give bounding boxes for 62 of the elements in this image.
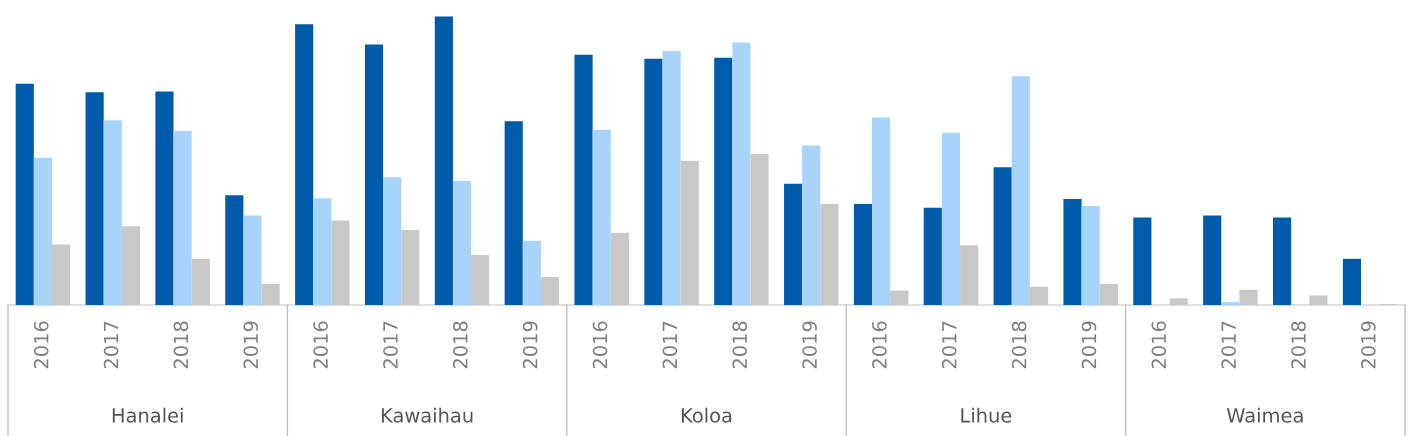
x-tick-label: 2018 [1011,321,1027,369]
x-tick-label: 2019 [522,321,538,369]
bar [504,121,523,305]
bar [714,57,733,305]
x-tick-label: 2017 [662,321,678,369]
bar [155,91,174,305]
bar [243,215,262,305]
bar [941,132,961,305]
bar [452,180,472,305]
bar [1221,302,1240,305]
x-tick-label: 2017 [941,321,957,369]
bar [993,167,1012,305]
bar [1063,199,1082,305]
bar [103,120,122,305]
bar [923,207,942,305]
bar [85,92,104,305]
bar [173,130,192,305]
x-tick-label: 2017 [103,321,119,369]
text: Waimea [1226,407,1303,423]
x-tick-label: 2019 [1361,321,1376,369]
x-tick-label: 2016 [592,321,608,369]
bar [853,204,873,305]
bar [662,51,681,305]
bar [592,129,611,305]
x-tick-label: 2018 [1291,321,1306,369]
bar [574,54,593,305]
x-tick-label: 2018 [732,321,748,369]
x-tick-label: 2016 [313,321,328,369]
x-tick-label: 2018 [452,321,468,369]
x-tick-label: 2016 [33,321,49,369]
bar [364,44,384,305]
bar [15,83,34,305]
bar [434,16,453,305]
text: Kawaihau [381,407,473,423]
x-tick-label: 2019 [802,321,817,369]
bar [522,240,541,305]
x-tick-label: 2016 [872,321,887,369]
x-tick-label: 2018 [173,321,189,369]
x-tick-label: 2019 [1081,321,1097,369]
bar [383,177,402,305]
x-tick-label: 2017 [383,321,398,369]
x-tick-label: 2016 [1151,321,1167,369]
bar [295,24,314,305]
text: Lihue [961,407,1012,423]
bar [732,42,751,305]
text: Koloa [681,407,732,423]
bar [1133,217,1152,305]
bar [313,198,332,305]
bar [1342,258,1361,305]
bar [802,145,821,305]
bar [33,157,53,305]
bar [1203,215,1222,305]
x-tick-label: 2017 [1221,321,1237,369]
bar [1081,206,1100,305]
text: Hanalei [112,407,183,423]
bar [1011,76,1030,305]
bar [225,195,244,305]
x-tick-label: 2019 [243,321,259,369]
bar [872,117,891,305]
bar [1272,217,1292,305]
bar [644,58,663,305]
bar [784,183,803,305]
